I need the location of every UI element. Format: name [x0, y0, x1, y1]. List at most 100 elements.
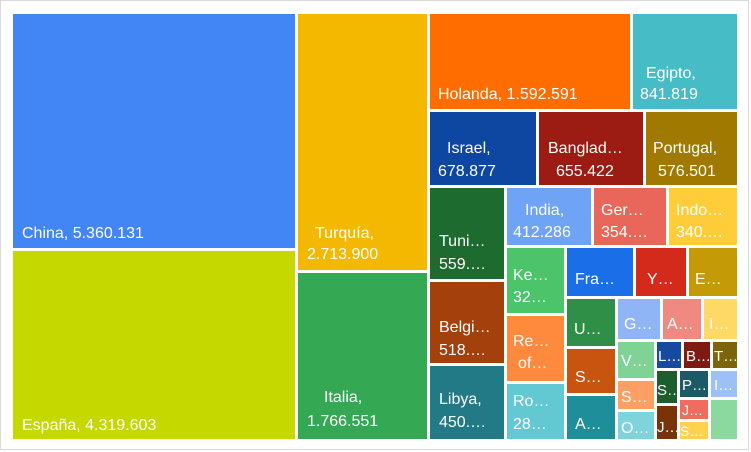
treemap-cell-rect[interactable]: [430, 282, 504, 363]
treemap-cell-label: Tuni…: [439, 233, 486, 250]
treemap-cell-rect[interactable]: [567, 248, 633, 296]
treemap-cell[interactable]: Y…: [636, 248, 686, 296]
treemap-cell[interactable]: Ger… 354.…: [594, 188, 666, 245]
treemap-cell-rect[interactable]: [711, 400, 737, 439]
treemap-cell[interactable]: Belgi… 518.…: [430, 282, 504, 363]
treemap-cell-rect[interactable]: [680, 422, 708, 439]
treemap-cell-label: Ro…: [513, 393, 549, 410]
treemap-cell-rect[interactable]: [636, 248, 686, 296]
treemap-cell-rect[interactable]: [618, 412, 654, 439]
treemap-cell-rect[interactable]: [669, 188, 737, 245]
treemap-cell[interactable]: I…: [704, 299, 737, 339]
treemap-cell-label: 450.…: [439, 414, 486, 431]
treemap-cell-rect[interactable]: [657, 342, 681, 368]
treemap-cell[interactable]: A…: [663, 299, 701, 339]
treemap-cell[interactable]: Ke… 32…: [507, 248, 564, 313]
treemap-cell[interactable]: S…: [657, 371, 682, 403]
treemap-cell[interactable]: España, 4.319.603: [13, 251, 295, 439]
treemap-cell-rect[interactable]: [711, 371, 737, 397]
treemap-cell[interactable]: Turquía, 2.713.900: [298, 14, 427, 270]
treemap-cell-rect[interactable]: [680, 400, 708, 419]
treemap-cell-rect[interactable]: [633, 14, 737, 109]
treemap-cell-rect[interactable]: [618, 299, 660, 339]
treemap-cell-rect[interactable]: [657, 371, 677, 403]
treemap-cell-rect[interactable]: [430, 188, 504, 279]
treemap-cell[interactable]: G…: [618, 299, 660, 339]
treemap-cell-rect[interactable]: [618, 342, 654, 378]
treemap-cell-rect[interactable]: [430, 366, 504, 439]
treemap-cell-rect[interactable]: [507, 384, 564, 439]
treemap-cell[interactable]: Italia, 1.766.551: [298, 273, 427, 439]
treemap-cell[interactable]: Ro… 28…: [507, 384, 564, 439]
treemap-cell-label: 841.819: [640, 86, 698, 103]
treemap-cell-rect[interactable]: [657, 406, 677, 439]
treemap-cell[interactable]: P…: [680, 371, 708, 397]
treemap-cell-label: 518.…: [439, 342, 486, 359]
treemap-cell[interactable]: China, 5.360.131: [13, 14, 295, 248]
treemap-cell-label: J…: [657, 419, 680, 436]
treemap-cell[interactable]: Re… of…: [507, 316, 564, 381]
treemap-cell-rect[interactable]: [646, 112, 737, 185]
treemap-cell-label: Fra…: [575, 271, 615, 288]
treemap-cell-rect[interactable]: [13, 251, 295, 439]
treemap-cell[interactable]: L…: [657, 342, 681, 368]
treemap-cell-rect[interactable]: [539, 112, 643, 185]
treemap-cell-rect[interactable]: [507, 188, 591, 245]
treemap-cell[interactable]: U…: [567, 299, 615, 346]
treemap-cell-label: of…: [518, 355, 547, 372]
treemap-cell[interactable]: A…: [567, 396, 615, 439]
treemap-cell-rect[interactable]: [684, 342, 710, 368]
treemap-cell[interactable]: Tuni… 559.…: [430, 188, 504, 279]
treemap-cell-rect[interactable]: [507, 316, 564, 381]
treemap-cell-label: G…: [624, 316, 652, 333]
treemap-cell[interactable]: Banglad… 655.422: [539, 112, 643, 185]
treemap-cell[interactable]: I…: [711, 371, 737, 397]
treemap-cell-rect[interactable]: [689, 248, 737, 296]
treemap-cell[interactable]: S…: [618, 381, 654, 409]
treemap-cell-rect[interactable]: [680, 371, 708, 397]
treemap-cell-rect[interactable]: [618, 381, 654, 409]
treemap-cell-rect[interactable]: [507, 248, 564, 313]
treemap-cell[interactable]: T…: [713, 342, 738, 368]
treemap-cell[interactable]: J…: [680, 400, 708, 419]
treemap-cell-rect[interactable]: [567, 396, 615, 439]
treemap-cell[interactable]: India, 412.286: [507, 188, 591, 245]
treemap-cell-label: 576.501: [658, 163, 716, 180]
treemap-cell-rect[interactable]: [663, 299, 701, 339]
treemap-cell-label: 32…: [513, 289, 547, 306]
treemap-cell-rect[interactable]: [430, 14, 630, 109]
treemap-cell[interactable]: Israel, 678.877: [430, 112, 536, 185]
treemap-cell-rect[interactable]: [567, 299, 615, 346]
treemap-cell[interactable]: Fra…: [567, 248, 633, 296]
treemap-cell-label: U…: [574, 321, 602, 338]
treemap-cell[interactable]: B…: [684, 342, 711, 368]
treemap-cell-label: China, 5.360.131: [22, 225, 144, 242]
treemap-cell-rect[interactable]: [594, 188, 666, 245]
treemap-cell-rect[interactable]: [13, 14, 295, 248]
treemap-cell-label: I…: [714, 377, 733, 394]
treemap-cell[interactable]: Portugal, 576.501: [646, 112, 737, 185]
treemap-cell[interactable]: Egipto, 841.819: [633, 14, 737, 109]
treemap-cell[interactable]: Libya, 450.…: [430, 366, 504, 439]
treemap-cell[interactable]: J…: [657, 406, 680, 439]
treemap-cell-label: 1.766.551: [307, 413, 378, 430]
treemap-cell-label: S…: [657, 382, 682, 399]
treemap-cell-rect[interactable]: [298, 14, 427, 270]
treemap-cell[interactable]: O…: [618, 412, 654, 439]
treemap-cell-label: Belgi…: [439, 319, 491, 336]
treemap-cell[interactable]: S…: [680, 422, 708, 439]
treemap-cell-label: I…: [709, 316, 729, 333]
treemap-cell-rect[interactable]: [298, 273, 427, 439]
treemap-cell-rect[interactable]: [430, 112, 536, 185]
treemap-cell-rect[interactable]: [713, 342, 737, 368]
treemap-cell[interactable]: S…: [567, 349, 615, 393]
treemap-cell-label: Re…: [513, 333, 549, 350]
treemap-cell[interactable]: E…: [689, 248, 737, 296]
treemap-cell[interactable]: [711, 400, 737, 439]
treemap-cell[interactable]: Holanda, 1.592.591: [430, 14, 630, 109]
treemap-cell[interactable]: Indo… 340.…: [669, 188, 737, 245]
treemap-cell[interactable]: V…: [618, 342, 654, 378]
treemap-cell-label: T…: [714, 348, 738, 365]
treemap-cell-rect[interactable]: [567, 349, 615, 393]
treemap-cell-rect[interactable]: [704, 299, 737, 339]
